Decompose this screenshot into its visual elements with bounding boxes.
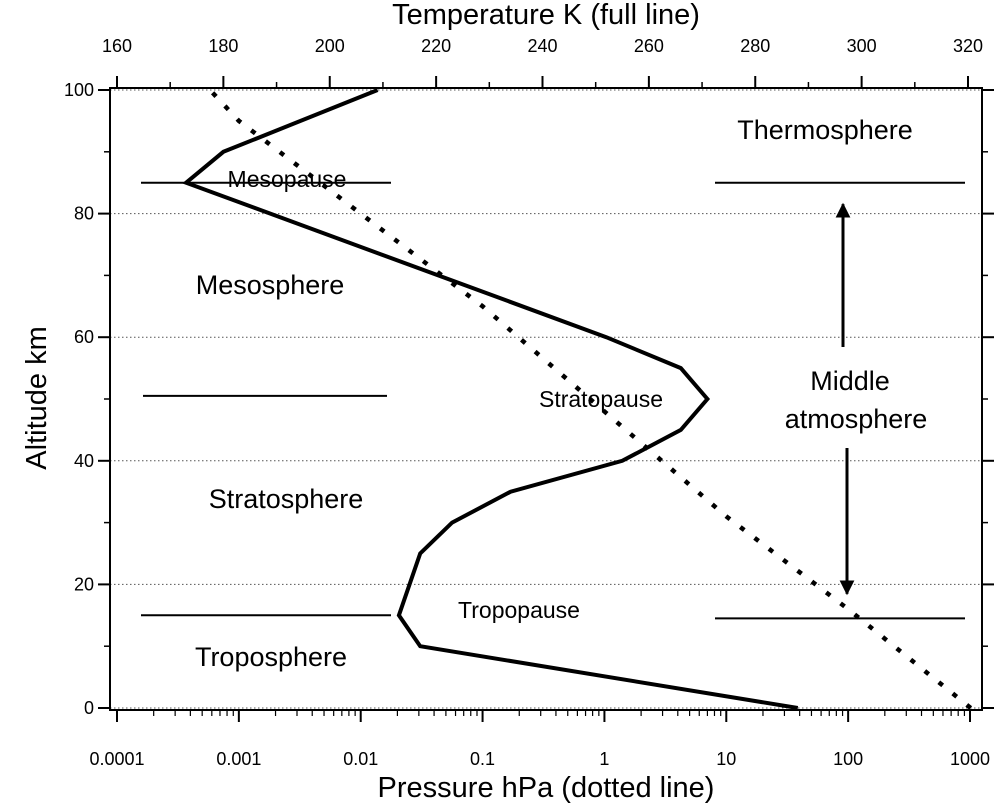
axis-ticks [98,76,994,722]
y-axis-title: Altitude km [21,326,53,469]
label-middle: Middle [810,366,890,396]
pressure-line [208,88,973,710]
top-tick-label-180: 180 [208,36,238,56]
bottom-tick-label-1: 0.001 [216,749,261,769]
label-stratosphere: Stratosphere [209,484,364,514]
top-tick-label-200: 200 [315,36,345,56]
label-tropopause: Tropopause [458,597,580,623]
top-tick-label-160: 160 [102,36,132,56]
bottom-tick-label-4: 1 [599,749,609,769]
ytick-label-40: 40 [74,451,94,471]
layer-boundaries [141,181,965,620]
top-tick-label-280: 280 [740,36,770,56]
series-lines [182,88,973,710]
bottom-tick-label-7: 1000 [950,749,990,769]
top-tick-label-240: 240 [527,36,557,56]
top-tick-label-300: 300 [847,36,877,56]
grid-lines [110,89,982,709]
bottom-tick-label-2: 0.01 [343,749,378,769]
ytick-label-80: 80 [74,204,94,224]
top-tick-label-260: 260 [634,36,664,56]
label-mesosphere: Mesosphere [196,270,345,300]
top-tick-label-320: 320 [953,36,983,56]
label-atmosphere: atmosphere [785,404,928,434]
bottom-tick-label-3: 0.1 [470,749,495,769]
label-stratopause: Stratopause [539,386,663,412]
bottom-tick-label-5: 10 [716,749,736,769]
label-troposphere: Troposphere [195,642,347,672]
ytick-label-100: 100 [64,80,94,100]
top-axis-title: Temperature K (full line) [392,0,700,31]
tick-labels: 0 20 40 60 80 100 160 180 200 220 240 260 280 300 320 0… [64,36,990,769]
label-mesopause: Mesopause [228,166,347,192]
bottom-axis-title: Pressure hPa (dotted line) [378,772,715,804]
label-thermosphere: Thermosphere [737,115,913,145]
ytick-label-60: 60 [74,327,94,347]
temperature-line [182,88,799,710]
ytick-label-0: 0 [84,698,94,718]
bottom-tick-label-0: 0.0001 [89,749,144,769]
bottom-tick-label-6: 100 [833,749,863,769]
top-tick-label-220: 220 [421,36,451,56]
ytick-label-20: 20 [74,574,94,594]
